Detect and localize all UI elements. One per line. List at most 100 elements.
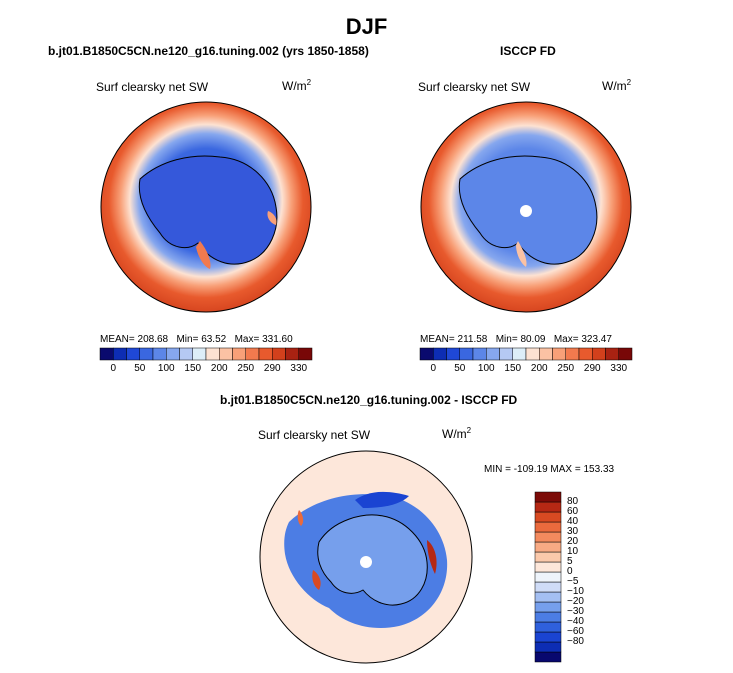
colorbar-level-label: −80: [567, 636, 584, 647]
colorbar-swatch: [499, 347, 513, 361]
colorbar-swatch: [433, 347, 447, 361]
colorbar-swatch: [565, 347, 580, 361]
colorbar-swatch: [552, 347, 566, 361]
colorbar-level-label: −10: [567, 586, 584, 597]
colorbar-swatch: [419, 347, 434, 361]
colorbar-tick-label: 50: [134, 363, 146, 374]
panel2-pole-hole: [520, 205, 532, 217]
colorbar-swatch: [126, 347, 140, 361]
panel2-peninsula-area: [516, 241, 527, 267]
colorbar-swatch: [539, 347, 553, 361]
colorbar-level-label: −20: [567, 596, 584, 607]
colorbar-swatch: [298, 347, 313, 361]
colorbar-swatch: [534, 621, 562, 633]
colorbar-swatch: [272, 347, 286, 361]
colorbar-tick-label: 100: [477, 363, 495, 374]
colorbar-swatch: [534, 511, 562, 523]
colorbar-swatch: [592, 347, 606, 361]
colorbar-swatch: [534, 641, 562, 653]
colorbar-swatch: [512, 347, 527, 361]
panel1-subtitle: b.jt01.B1850C5CN.ne120_g16.tuning.002 (y…: [48, 44, 369, 58]
colorbar-swatch: [618, 347, 633, 361]
panel3-colorbar: [534, 491, 562, 667]
panel2-units: W/m2: [602, 78, 632, 93]
panel1-colorbar-ticks: 0 50 100 150 200 250 290 330: [100, 363, 312, 377]
colorbar-swatch: [245, 347, 260, 361]
colorbar-tick-label: 0: [430, 363, 437, 374]
panel3-positive-anomaly-west: [312, 570, 321, 590]
panel2-stats: MEAN= 211.58 Min= 80.09 Max= 323.47: [420, 334, 612, 345]
colorbar-level-label: −5: [567, 576, 579, 587]
colorbar-swatch: [534, 521, 562, 533]
colorbar-swatch: [534, 581, 562, 593]
colorbar-swatch: [534, 601, 562, 613]
colorbar-level-label: 30: [567, 526, 579, 537]
colorbar-swatch: [605, 347, 619, 361]
colorbar-swatch: [139, 347, 154, 361]
colorbar-swatch: [534, 571, 562, 583]
colorbar-tick-label: 290: [583, 363, 601, 374]
panel1-peninsula-anomaly: [196, 241, 211, 269]
colorbar-swatch: [534, 491, 562, 503]
panel3-positive-anomaly-north: [297, 510, 304, 526]
colorbar-tick-label: 200: [530, 363, 548, 374]
colorbar-swatch: [113, 347, 127, 361]
colorbar-swatch: [534, 591, 562, 603]
panel1-stats: MEAN= 208.68 Min= 63.52 Max= 331.60: [100, 334, 293, 345]
colorbar-level-label: −60: [567, 626, 584, 637]
colorbar-swatch: [446, 347, 460, 361]
colorbar-level-label: −40: [567, 616, 584, 627]
colorbar-swatch: [534, 651, 562, 663]
colorbar-tick-label: 100: [157, 363, 175, 374]
colorbar-tick-label: 250: [557, 363, 575, 374]
panel3-positive-anomaly-east: [427, 540, 437, 574]
colorbar-level-label: 10: [567, 546, 579, 557]
colorbar-swatch: [205, 347, 220, 361]
panel2-colorbar-ticks: 0 50 100 150 200 250 290 330: [420, 363, 632, 377]
panel3-units: W/m2: [442, 426, 472, 441]
panel2-colorbar: [419, 347, 633, 365]
colorbar-tick-label: 290: [263, 363, 281, 374]
panel2-field-label: Surf clearsky net SW: [418, 80, 531, 94]
colorbar-level-label: 20: [567, 536, 579, 547]
colorbar-tick-label: 150: [184, 363, 202, 374]
panel3-colorbar-labels: 80 60 40 30 20 10 5 0 −5 −10 −20 −30 −40 −60 −80: [567, 492, 607, 662]
colorbar-level-label: 0: [567, 566, 573, 577]
colorbar-swatch: [232, 347, 246, 361]
colorbar-level-label: 80: [567, 496, 579, 507]
colorbar-swatch: [534, 631, 562, 643]
panel2-polar-map: [420, 101, 632, 313]
colorbar-swatch: [578, 347, 593, 361]
panel1-field-label: Surf clearsky net SW: [96, 80, 209, 94]
panel3-minmax: MIN = -109.19 MAX = 153.33: [484, 464, 615, 475]
colorbar-swatch: [534, 541, 562, 553]
panel1-antarctica-outline: [138, 155, 278, 265]
colorbar-tick-label: 330: [290, 363, 308, 374]
panel2-subtitle: ISCCP FD: [500, 44, 556, 58]
colorbar-tick-label: 150: [504, 363, 522, 374]
panel3-subtitle: b.jt01.B1850C5CN.ne120_g16.tuning.002 - …: [220, 393, 518, 407]
colorbar-level-label: −30: [567, 606, 584, 617]
panel3-polar-map: [259, 450, 473, 664]
colorbar-swatch: [152, 347, 167, 361]
colorbar-swatch: [166, 347, 180, 361]
colorbar-tick-label: 200: [210, 363, 228, 374]
panel1-coast-anomaly: [267, 211, 277, 225]
colorbar-swatch: [534, 561, 562, 573]
panel3-pole-hole: [360, 556, 372, 568]
colorbar-level-label: 60: [567, 506, 579, 517]
colorbar-swatch: [459, 347, 474, 361]
colorbar-swatch: [525, 347, 540, 361]
colorbar-swatch: [258, 347, 273, 361]
colorbar-swatch: [534, 611, 562, 623]
colorbar-swatch: [285, 347, 299, 361]
panel1-units: W/m2: [282, 78, 312, 93]
colorbar-swatch: [534, 531, 562, 543]
colorbar-level-label: 5: [567, 556, 573, 567]
page-title: DJF: [345, 14, 388, 39]
colorbar-swatch: [219, 347, 233, 361]
colorbar-tick-label: 250: [237, 363, 255, 374]
colorbar-swatch: [534, 501, 562, 513]
colorbar-swatch: [179, 347, 193, 361]
panel3-field-label: Surf clearsky net SW: [258, 428, 371, 442]
